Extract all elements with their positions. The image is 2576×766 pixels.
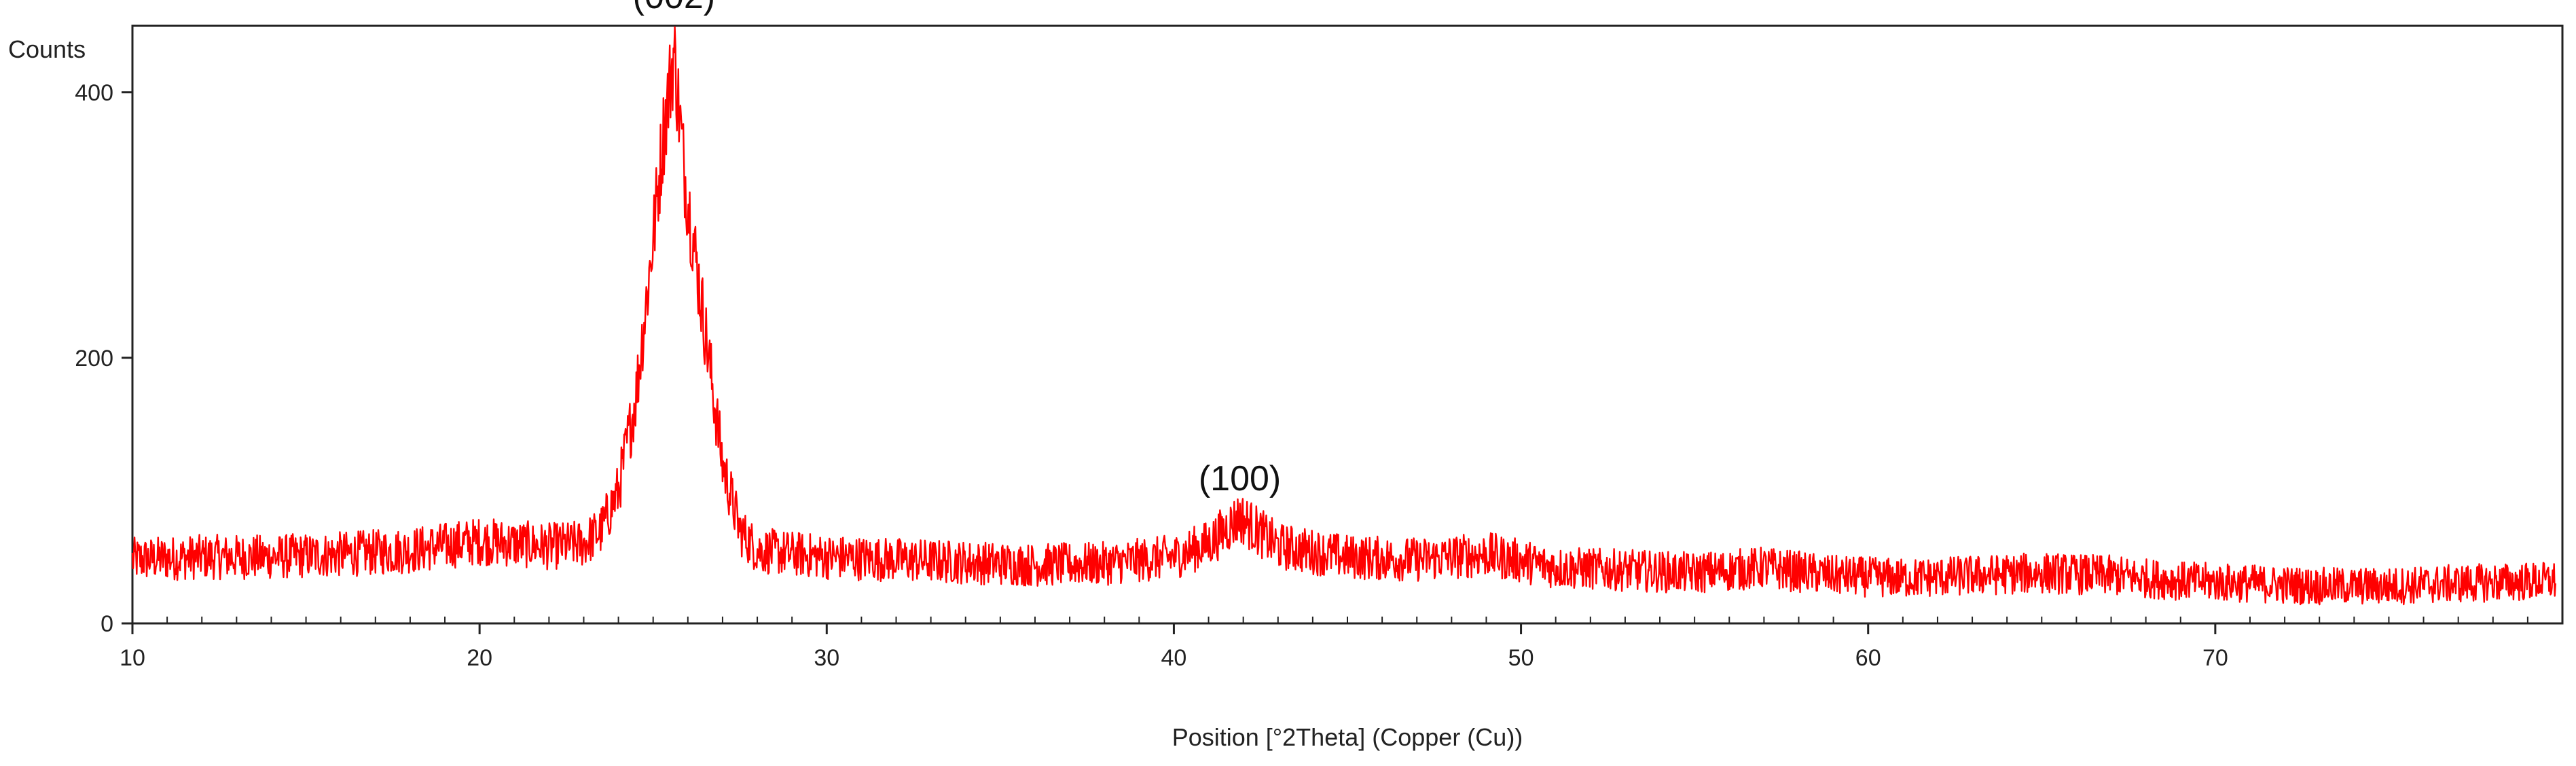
plot-area (131, 24, 2564, 625)
peak-label: (100) (1199, 459, 1281, 498)
peak-annotations: (002) (100) (633, 0, 1282, 498)
y-tick-label: 0 (101, 611, 113, 637)
y-axis-ticks: 0 200 400 (75, 80, 132, 637)
x-tick-label: 40 (1161, 645, 1187, 671)
x-tick-label: 20 (467, 645, 492, 671)
x-tick-label: 50 (1508, 645, 1534, 671)
series-line (131, 26, 2556, 606)
minor-ticks (166, 617, 2528, 623)
x-tick-label: 30 (814, 645, 839, 671)
y-tick-label: 200 (75, 346, 113, 371)
x-tick-label: 10 (120, 645, 145, 671)
x-axis-ticks: 10 20 30 40 50 60 70 (120, 623, 2228, 671)
peak-label: (002) (633, 0, 715, 16)
y-tick-label: 400 (75, 80, 113, 106)
x-axis-title: Position [°2Theta] (Copper (Cu)) (1172, 723, 1523, 751)
x-tick-label: 70 (2202, 645, 2228, 671)
x-tick-label: 60 (1855, 645, 1881, 671)
y-axis-title: Counts (8, 35, 86, 63)
